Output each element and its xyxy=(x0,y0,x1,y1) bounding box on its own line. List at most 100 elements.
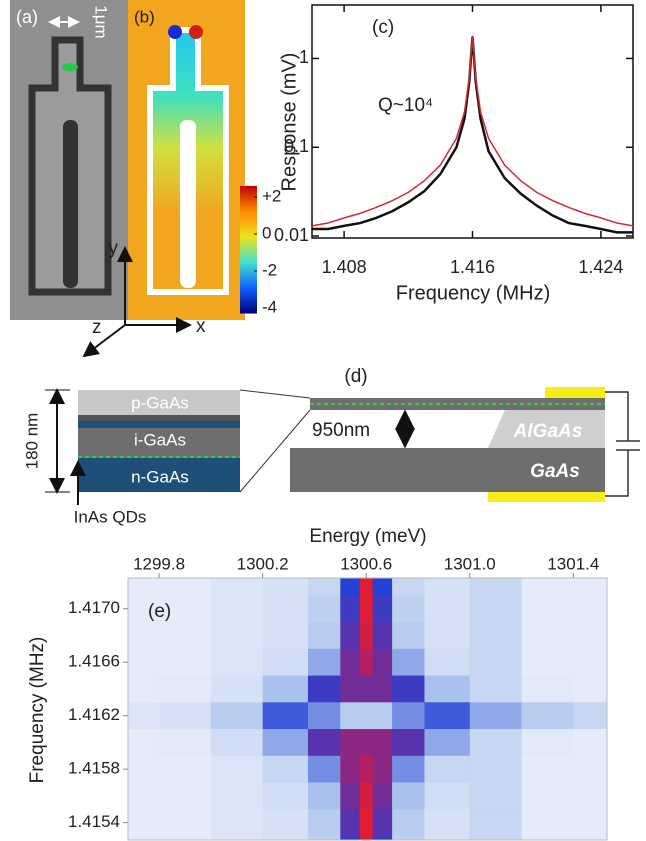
heatmap-cell xyxy=(262,755,309,784)
heatmap-cell xyxy=(128,809,160,837)
heatmap-cell xyxy=(392,595,426,623)
heatmap-cell xyxy=(262,809,309,837)
layer-label: i-GaAs xyxy=(134,430,186,449)
panel-label: (d) xyxy=(344,366,367,387)
heatmap-cell xyxy=(372,755,393,784)
heatmap-cell xyxy=(469,595,523,623)
heatmap-cell xyxy=(469,755,523,784)
y-tick-label: 1 xyxy=(299,47,309,67)
heatmap-cell xyxy=(210,595,264,623)
heatmap-cell xyxy=(469,648,523,677)
heatmap-cell xyxy=(307,729,341,757)
colorbar-tick-label: +2 xyxy=(262,186,281,205)
heatmap-cell xyxy=(424,729,471,757)
heatmap-cell xyxy=(372,702,393,730)
heatmap-cell xyxy=(159,782,212,810)
heatmap-cell xyxy=(210,578,264,596)
heatmap-cell xyxy=(359,755,374,784)
heatmap-cell xyxy=(424,702,471,730)
layer-label: AlGaAs xyxy=(513,421,583,442)
y-axis-title: Frequency (MHz) xyxy=(27,637,48,784)
heatmap-cell xyxy=(573,622,607,650)
axis-letter: y xyxy=(109,238,119,259)
heatmap-cell xyxy=(521,622,574,650)
heatmap-cell xyxy=(210,835,264,840)
heatmap-cell xyxy=(372,622,393,650)
heatmap-cell xyxy=(372,578,393,596)
heatmap-cell xyxy=(392,702,426,730)
axis-letter: z xyxy=(92,317,102,338)
gap-label: 950nm xyxy=(312,420,370,441)
heatmap-cell xyxy=(359,809,374,837)
heatmap-cell xyxy=(159,755,212,784)
heatmap-cell xyxy=(340,578,361,596)
heatmap-cell xyxy=(359,675,374,703)
heatmap-cell xyxy=(159,702,212,730)
panel-c: (c) Q~10⁴ Frequency (MHz) Response (mV) xyxy=(278,4,634,304)
series-line xyxy=(312,35,633,227)
heatmap-cell xyxy=(307,835,341,840)
colorbar-tick-label: -4 xyxy=(262,297,277,316)
heatmap-cell xyxy=(424,595,471,623)
heatmap-cell xyxy=(340,595,361,623)
heatmap-cell xyxy=(210,702,264,730)
heatmap-cell xyxy=(372,809,393,837)
heatmap-cell xyxy=(573,702,607,730)
heatmap-cell xyxy=(210,675,264,703)
heatmap-cell xyxy=(372,648,393,677)
panel-e: Energy (meV) Frequency (MHz) (e) xyxy=(27,526,608,841)
heatmap-cell xyxy=(128,835,160,840)
heatmap-cell xyxy=(128,729,160,757)
heatmap-cell xyxy=(159,729,212,757)
heatmap-cell xyxy=(359,595,374,623)
layer xyxy=(78,415,240,421)
heatmap-cell xyxy=(128,648,160,677)
heatmap-cell xyxy=(128,578,160,596)
panel-label: (a) xyxy=(16,7,38,27)
heatmap-cell xyxy=(521,702,574,730)
heatmap-cell xyxy=(392,809,426,837)
heatmap-cell xyxy=(372,729,393,757)
qd-label: InAs QDs xyxy=(74,507,147,526)
y-tick-label: 0.01 xyxy=(274,225,309,245)
layer-label: p-GaAs xyxy=(131,393,189,412)
y-tick-label: 1.4170 xyxy=(68,598,120,617)
heatmap-cell xyxy=(159,648,212,677)
heatmap-cell xyxy=(128,755,160,784)
heatmap-cell xyxy=(392,675,426,703)
zoom-line xyxy=(239,409,311,493)
x-tick-label: 1300.6 xyxy=(340,554,392,573)
contact xyxy=(545,387,605,398)
heatmap-cell xyxy=(573,729,607,757)
heatmap-cell xyxy=(359,622,374,650)
stress-spot xyxy=(168,25,182,39)
heatmap-cell xyxy=(469,578,523,596)
axis-letter: x xyxy=(196,316,206,337)
heatmap-cell xyxy=(340,835,361,840)
heatmap-cell xyxy=(307,809,341,837)
heatmap-cell xyxy=(359,782,374,810)
heatmap-cell xyxy=(521,755,574,784)
heatmap-cell xyxy=(307,675,341,703)
heatmap-cell xyxy=(210,648,264,677)
y-tick-label: 0.1 xyxy=(284,136,309,156)
heatmap-cell xyxy=(262,675,309,703)
heatmap-cell xyxy=(424,809,471,837)
heatmap-cell xyxy=(262,835,309,840)
heatmap-cell xyxy=(424,835,471,840)
heatmap-cell xyxy=(307,622,341,650)
x-tick-label: 1299.8 xyxy=(133,554,185,573)
y-tick-label: 1.4158 xyxy=(68,759,120,778)
heatmap-cell xyxy=(359,729,374,757)
annotation: Q~10⁴ xyxy=(378,95,433,116)
axis-arrow xyxy=(82,324,126,358)
heatmap-cell xyxy=(392,729,426,757)
heatmap-cell xyxy=(521,729,574,757)
x-axis-title: Frequency (MHz) xyxy=(396,282,550,304)
zoom-line xyxy=(239,389,311,399)
colorbar-tick-label: -2 xyxy=(262,260,277,279)
sacrificial-layer xyxy=(488,410,605,448)
panel-d: (d) 180 nm p-GaAs i-GaAs n-GaAs InAs QDs… xyxy=(22,366,640,526)
scale-label: 1μm xyxy=(92,5,111,38)
